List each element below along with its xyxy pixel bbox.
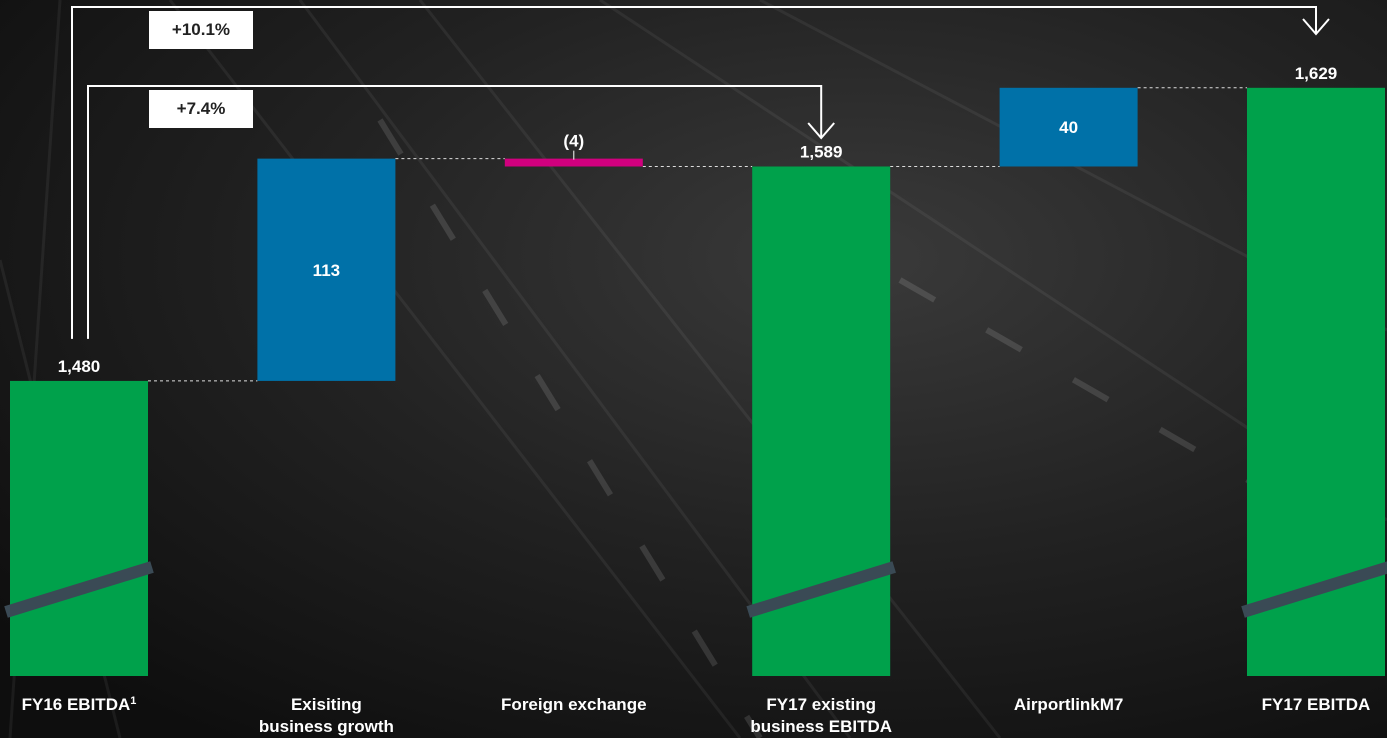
value-label-2: (4) [563, 132, 584, 151]
growth-arrows [71, 6, 1330, 339]
bar-4 [999, 87, 1138, 167]
value-label-4: 40 [1059, 118, 1078, 137]
growth-arrow-existing-line [87, 85, 823, 339]
connector-lines [148, 87, 1247, 382]
category-label-2: Foreign exchange [501, 695, 646, 714]
growth-arrow-total-arrowhead [1302, 18, 1330, 36]
axis-break-3 [746, 561, 896, 618]
category-label-3: business EBITDA [750, 717, 892, 736]
growth-label-total: +10.1% [149, 11, 253, 49]
category-label-3: FY17 existing [766, 695, 876, 714]
bar-0 [10, 380, 148, 676]
axis-break-0 [4, 561, 154, 618]
axis-break-5 [1241, 561, 1387, 618]
category-label-0: FY16 EBITDA1 [22, 695, 137, 714]
value-label-3: 1,589 [800, 142, 843, 161]
value-label-0: 1,480 [58, 357, 101, 376]
category-label-1: business growth [259, 717, 394, 736]
category-labels: FY16 EBITDA1 Exisiting business growth Fore… [22, 695, 1371, 736]
growth-label-existing: +7.4% [149, 90, 253, 128]
bars-group [10, 87, 1385, 676]
axis-break-marks [4, 561, 1387, 618]
growth-arrow-total-line [71, 6, 1317, 339]
footnote-marker: 1 [130, 695, 136, 707]
category-label-5: FY17 EBITDA [1262, 695, 1371, 714]
bar-1 [257, 158, 396, 381]
category-label-4: AirportlinkM7 [1014, 695, 1124, 714]
bar-2 [504, 158, 643, 167]
category-label-1: Exisiting [291, 695, 362, 714]
value-labels: 1,480 113 (4) 1,589 40 1,629 [58, 64, 1338, 376]
growth-arrow-existing-arrowhead [807, 122, 835, 140]
value-label-5: 1,629 [1295, 64, 1338, 83]
value-label-1: 113 [313, 261, 340, 280]
